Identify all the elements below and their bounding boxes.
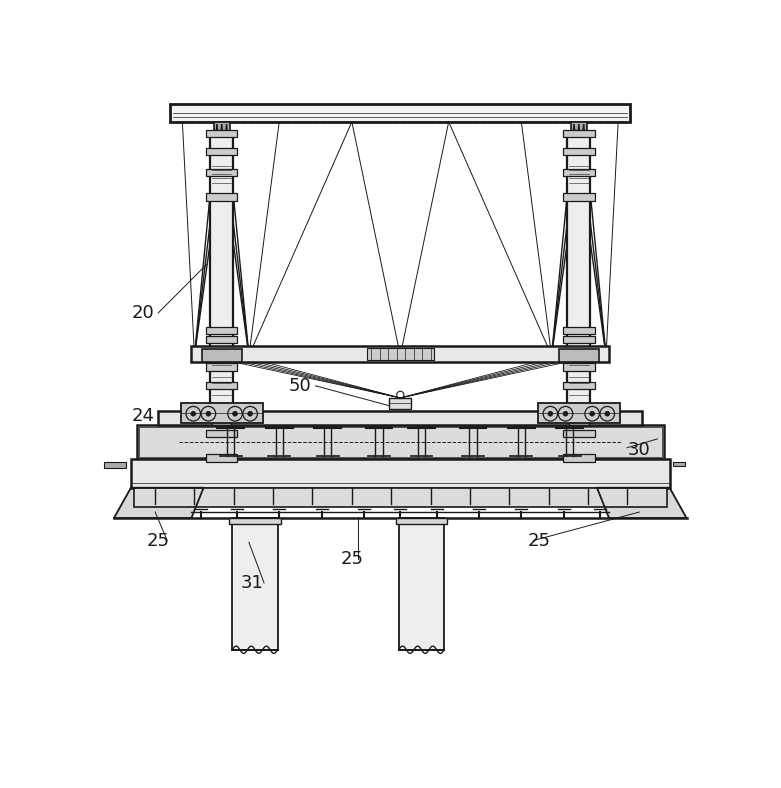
Bar: [206, 430, 237, 437]
Text: 24: 24: [131, 407, 155, 426]
Circle shape: [248, 411, 252, 416]
Bar: [137, 426, 664, 459]
Text: 30: 30: [628, 440, 651, 459]
Bar: [232, 518, 278, 650]
Bar: [206, 336, 237, 344]
Bar: [563, 430, 594, 437]
Bar: [571, 122, 587, 133]
Bar: [206, 455, 237, 462]
Bar: [563, 327, 594, 334]
Text: 25: 25: [147, 532, 169, 549]
Bar: [230, 518, 280, 524]
Bar: [563, 194, 594, 201]
Bar: [563, 404, 594, 411]
Circle shape: [604, 411, 610, 416]
Text: 50: 50: [289, 377, 312, 395]
Text: 25: 25: [341, 550, 363, 567]
Bar: [212, 418, 231, 425]
Text: 31: 31: [241, 574, 263, 592]
Bar: [537, 403, 620, 423]
Circle shape: [191, 411, 196, 416]
Bar: [201, 349, 241, 362]
Bar: [170, 104, 630, 122]
Bar: [131, 459, 669, 488]
Bar: [563, 363, 594, 370]
Bar: [563, 455, 594, 462]
Text: 20: 20: [132, 304, 155, 322]
Bar: [563, 410, 594, 418]
Circle shape: [206, 411, 211, 416]
Bar: [563, 169, 594, 177]
Bar: [563, 381, 594, 388]
Bar: [206, 363, 237, 370]
Polygon shape: [114, 488, 204, 518]
Bar: [563, 148, 594, 155]
Bar: [180, 403, 263, 423]
Bar: [206, 169, 237, 177]
Bar: [206, 410, 237, 418]
Bar: [367, 348, 433, 360]
Polygon shape: [597, 488, 686, 518]
Bar: [563, 406, 594, 413]
Circle shape: [548, 411, 553, 416]
Bar: [206, 381, 237, 388]
Circle shape: [233, 411, 237, 416]
Bar: [206, 194, 237, 201]
Bar: [206, 327, 237, 334]
Bar: [206, 406, 237, 413]
Bar: [210, 134, 234, 354]
Bar: [399, 518, 444, 650]
Bar: [559, 349, 599, 362]
Text: 25: 25: [528, 532, 551, 549]
Circle shape: [590, 411, 594, 416]
Bar: [567, 362, 590, 420]
Bar: [396, 518, 448, 524]
Bar: [567, 134, 590, 354]
Bar: [672, 462, 685, 466]
Bar: [206, 404, 237, 411]
Bar: [390, 398, 411, 409]
Bar: [134, 488, 666, 507]
Bar: [563, 336, 594, 344]
Bar: [210, 362, 234, 420]
Bar: [104, 462, 126, 468]
Bar: [139, 427, 662, 457]
Bar: [563, 130, 594, 137]
Bar: [158, 411, 642, 426]
Bar: [214, 122, 230, 133]
Bar: [206, 148, 237, 155]
Bar: [569, 418, 589, 425]
Circle shape: [563, 411, 568, 416]
Bar: [191, 347, 609, 362]
Bar: [206, 130, 237, 137]
